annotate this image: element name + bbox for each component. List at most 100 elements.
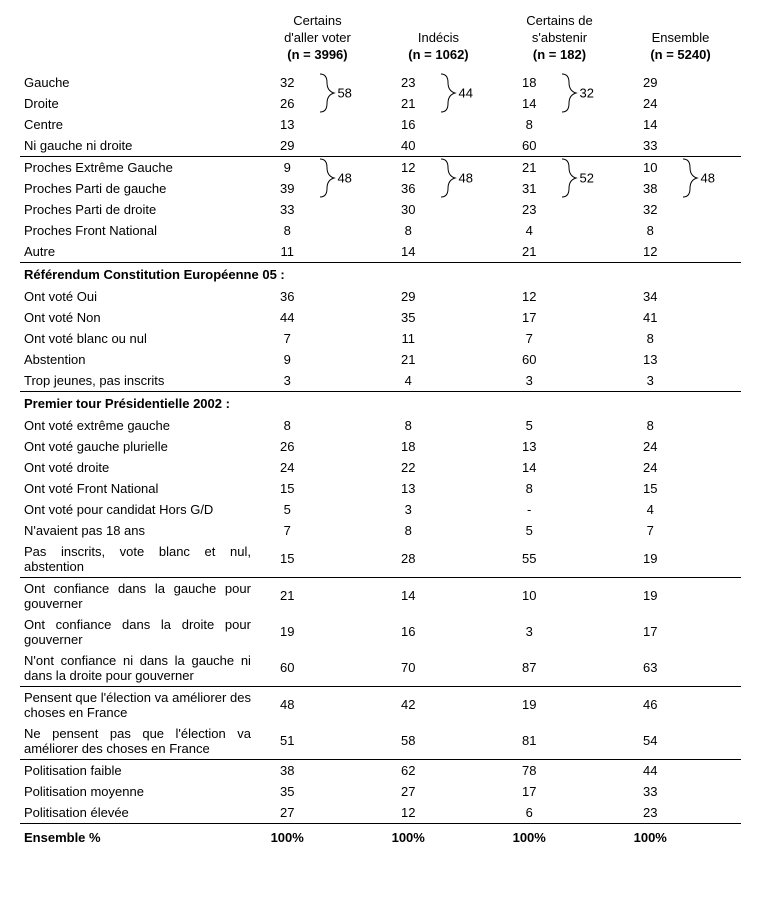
table-row: Centre1316814 [20,114,741,135]
table-row: Ont confiance dans la droite pour gouver… [20,614,741,650]
total-value: 100% [620,823,681,848]
row-label: Trop jeunes, pas inscrits [20,370,257,392]
cell-value: 6 [499,802,560,824]
total-value: 100% [257,823,318,848]
cell-value: 39 [257,178,318,199]
cell-value: 24 [620,436,681,457]
bracket-sum: 48 [680,156,741,199]
cell-value: 35 [378,307,439,328]
cell-value: 24 [620,93,681,114]
table-body: Gauche32 5823 4418 3229Droite26211424Cen… [20,72,741,848]
cell-value: 3 [620,370,681,392]
cell-value: 8 [378,520,439,541]
row-label: Ont voté droite [20,457,257,478]
cell-value: 29 [378,286,439,307]
total-label: Ensemble % [20,823,257,848]
cell-value: 81 [499,723,560,760]
cell-value: 18 [499,72,560,93]
cell-value: 3 [499,614,560,650]
cell-value: 8 [257,415,318,436]
row-label: Abstention [20,349,257,370]
row-label: Ont voté blanc ou nul [20,328,257,349]
col-header-0: Certains d'aller voter (n = 3996) [257,10,378,72]
cell-value: 21 [499,241,560,263]
row-label: Ont voté Non [20,307,257,328]
cell-value: 27 [378,781,439,802]
cell-value: 23 [499,199,560,220]
cell-value: 12 [378,156,439,178]
table-row: N'avaient pas 18 ans7857 [20,520,741,541]
cell-value: 15 [257,478,318,499]
cell-value: 58 [378,723,439,760]
cell-value: 19 [499,686,560,723]
table-row: Trop jeunes, pas inscrits3433 [20,370,741,392]
cell-value: 29 [620,72,681,93]
cell-value: 13 [257,114,318,135]
cell-value: 23 [378,72,439,93]
cell-value: 11 [378,328,439,349]
row-label: Centre [20,114,257,135]
bracket-sum: 52 [559,156,620,199]
cell-value: 33 [620,781,681,802]
cell-value: 41 [620,307,681,328]
row-label: Proches Front National [20,220,257,241]
table-row: Droite26211424 [20,93,741,114]
cell-value: 70 [378,650,439,687]
cell-value: 14 [378,577,439,614]
row-label: Ont voté extrême gauche [20,415,257,436]
cell-value: 26 [257,93,318,114]
cell-value: 60 [257,650,318,687]
cell-value: 27 [257,802,318,824]
cell-value: 4 [620,499,681,520]
total-value: 100% [378,823,439,848]
row-label: Politisation moyenne [20,781,257,802]
table-row: Proches Parti de droite33302332 [20,199,741,220]
cell-value: 38 [257,759,318,781]
row-label: Autre [20,241,257,263]
cell-value: 55 [499,541,560,578]
table-row: Ont voté Front National1513815 [20,478,741,499]
cell-value: 15 [257,541,318,578]
table-row: Ont voté gauche plurielle26181324 [20,436,741,457]
bracket-sum: 58 [317,72,378,114]
row-label: Ont voté gauche plurielle [20,436,257,457]
cell-value: 19 [620,541,681,578]
cell-value: 44 [257,307,318,328]
bracket-sum: 48 [438,156,499,199]
cell-value: 3 [499,370,560,392]
cell-value: 78 [499,759,560,781]
cell-value: 19 [257,614,318,650]
row-label: Politisation élevée [20,802,257,824]
cell-value: 8 [620,415,681,436]
cell-value: 7 [499,328,560,349]
row-label: N'avaient pas 18 ans [20,520,257,541]
cell-value: 33 [620,135,681,157]
cell-value: 7 [257,520,318,541]
cell-value: 5 [257,499,318,520]
cell-value: 87 [499,650,560,687]
cell-value: 8 [499,478,560,499]
cell-value: 14 [499,457,560,478]
section-title: Premier tour Présidentielle 2002 : [20,391,741,415]
row-label: N'ont confiance ni dans la gauche ni dan… [20,650,257,687]
table-row: Politisation moyenne35271733 [20,781,741,802]
cell-value: 26 [257,436,318,457]
cell-value: 16 [378,614,439,650]
row-label: Pas inscrits, vote blanc et nul, abstent… [20,541,257,578]
cell-value: 42 [378,686,439,723]
table-row: Politisation élevée2712623 [20,802,741,824]
cell-value: 9 [257,349,318,370]
row-label: Ont confiance dans la droite pour gouver… [20,614,257,650]
cell-value: 23 [620,802,681,824]
table-row: Ont voté Non44351741 [20,307,741,328]
table-row: Ont voté Oui36291234 [20,286,741,307]
table-row: Autre11142112 [20,241,741,263]
row-label: Ont voté pour candidat Hors G/D [20,499,257,520]
row-label: Gauche [20,72,257,93]
cell-value: 9 [257,156,318,178]
cell-value: 35 [257,781,318,802]
row-label: Ne pensent pas que l'élection va amélior… [20,723,257,760]
cell-value: 17 [620,614,681,650]
table-row: N'ont confiance ni dans la gauche ni dan… [20,650,741,687]
table-row: Proches Parti de gauche39363138 [20,178,741,199]
